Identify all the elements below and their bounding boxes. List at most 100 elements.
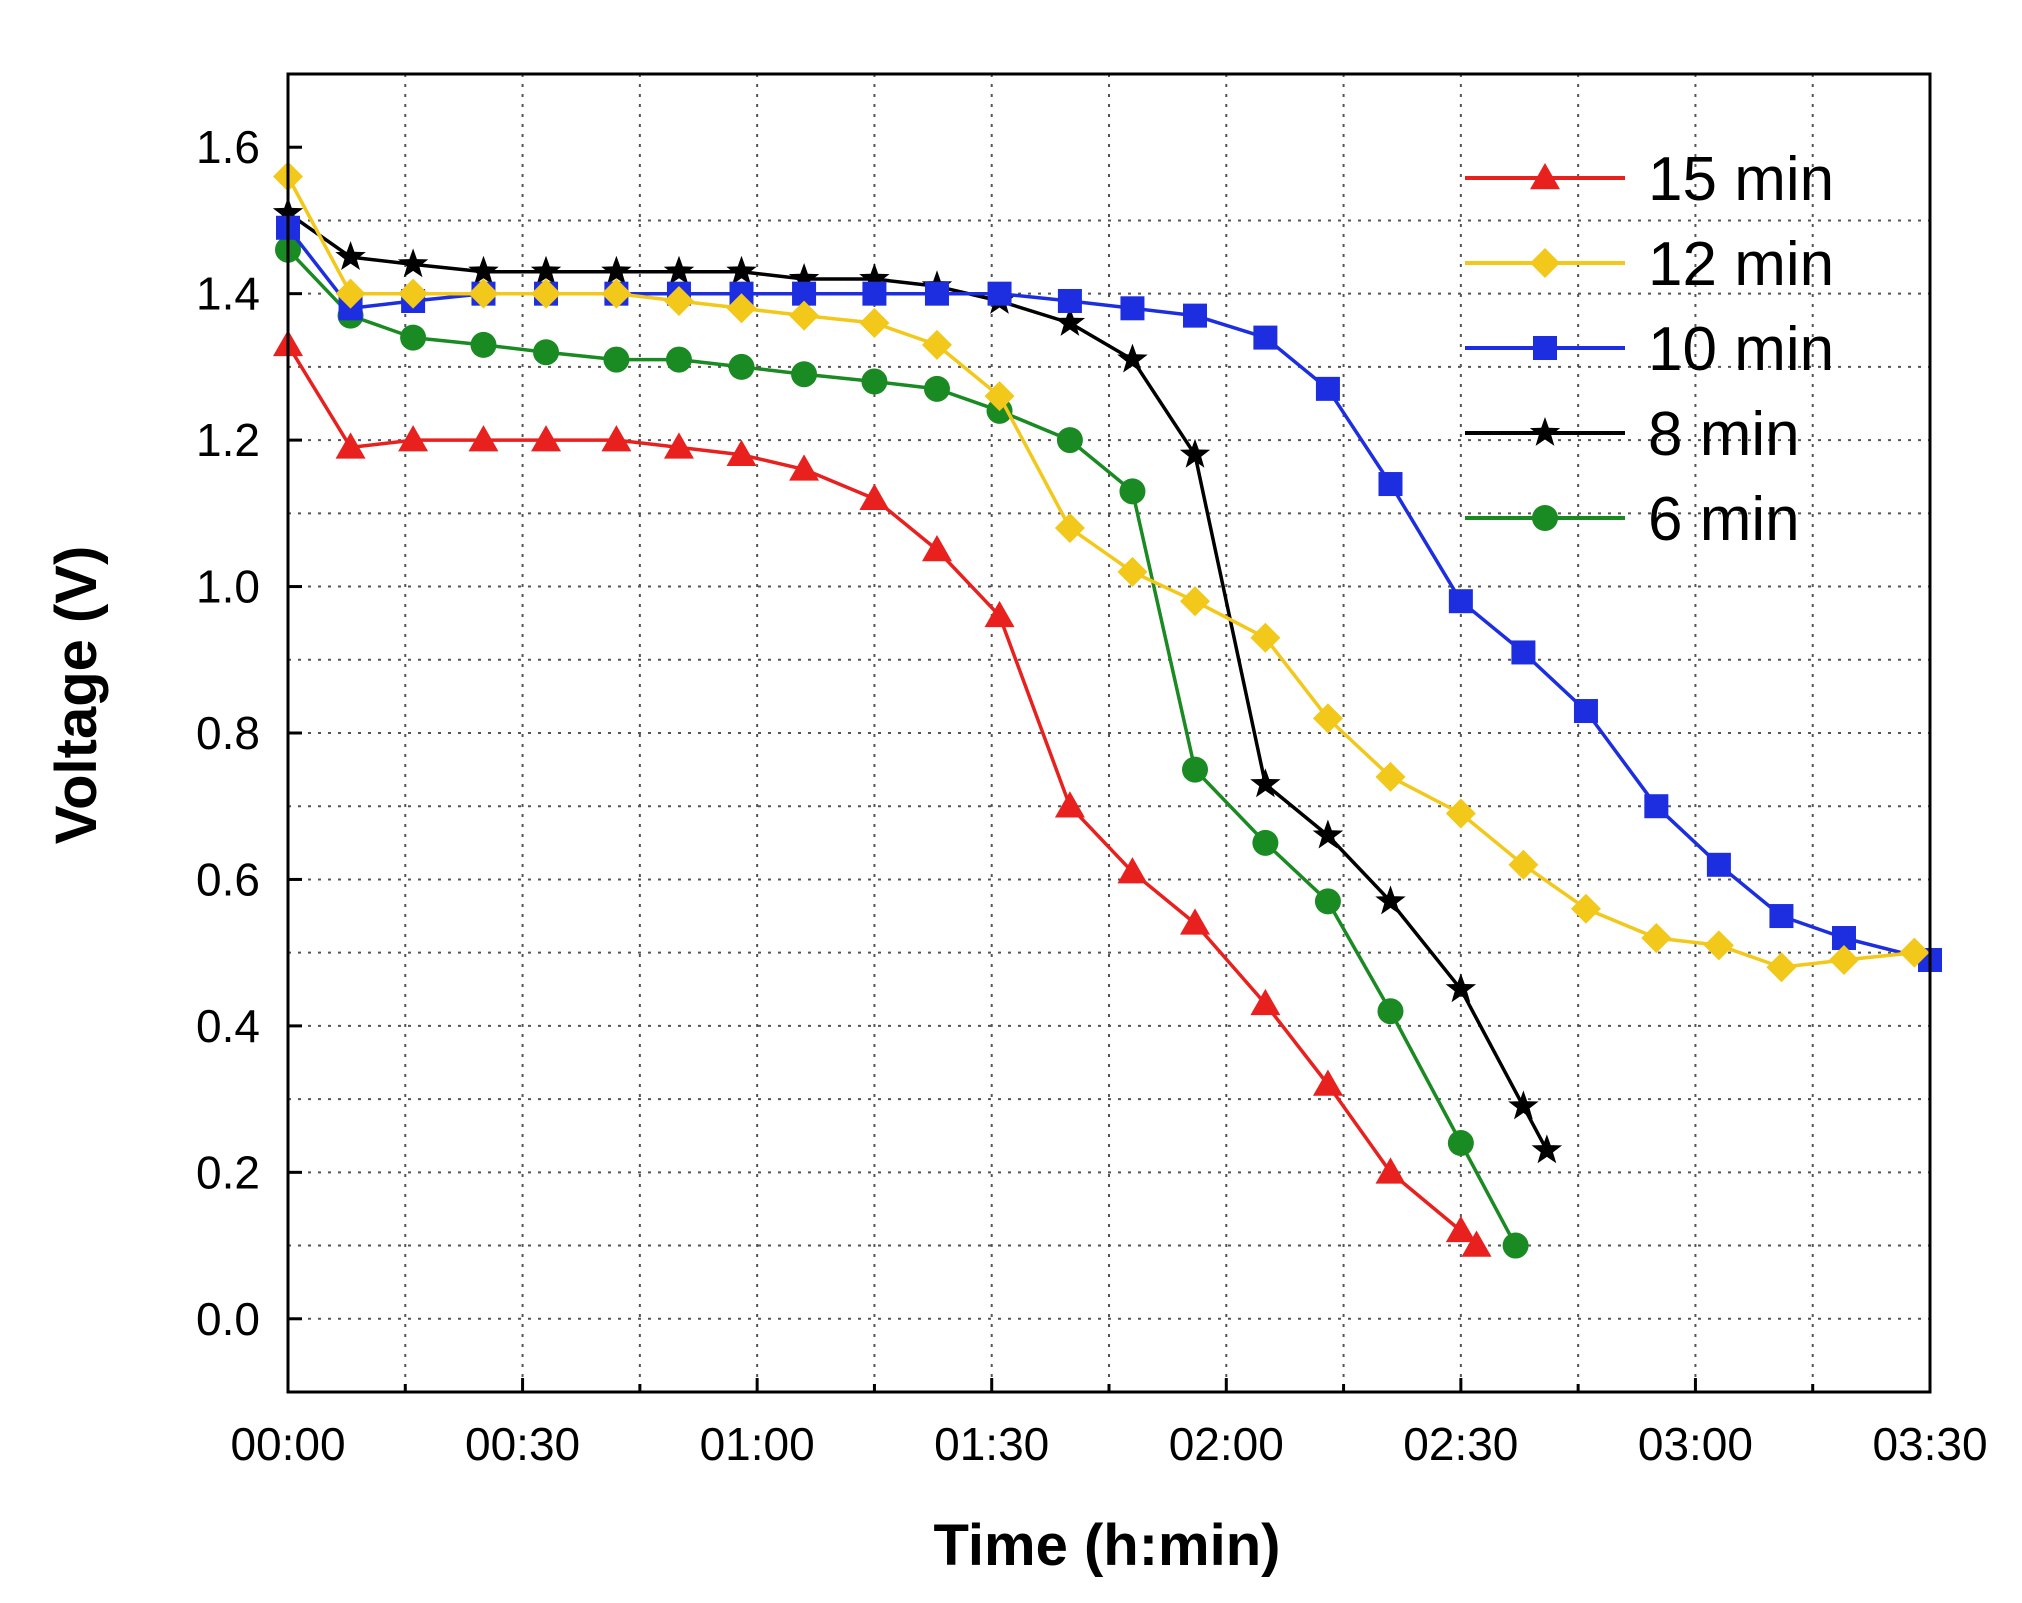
legend-marker bbox=[1530, 163, 1560, 190]
data-point bbox=[1502, 1232, 1529, 1259]
y-tick-label: 1.2 bbox=[196, 414, 260, 466]
data-point bbox=[1641, 923, 1672, 954]
data-point bbox=[921, 534, 952, 562]
data-point bbox=[468, 278, 499, 309]
legend-item: 6 min bbox=[1465, 485, 1800, 554]
data-point bbox=[1378, 472, 1403, 497]
data-point bbox=[1312, 1069, 1343, 1096]
data-point bbox=[1375, 1157, 1406, 1184]
data-point bbox=[862, 281, 887, 306]
data-point bbox=[1312, 819, 1344, 849]
data-point bbox=[1531, 1134, 1563, 1164]
data-point bbox=[530, 255, 562, 285]
data-point bbox=[1375, 885, 1406, 915]
data-point bbox=[1180, 586, 1211, 617]
y-axis-title: Voltage (V) bbox=[44, 546, 109, 845]
data-point bbox=[1445, 1215, 1476, 1243]
y-tick-label: 0.8 bbox=[196, 707, 260, 759]
data-point bbox=[1179, 438, 1211, 468]
data-point bbox=[861, 368, 888, 395]
data-point bbox=[1447, 1130, 1474, 1157]
data-point bbox=[924, 281, 949, 306]
x-tick-label: 01:30 bbox=[934, 1418, 1049, 1470]
data-point bbox=[1314, 888, 1341, 915]
y-tick-label: 0.0 bbox=[196, 1293, 260, 1345]
data-point bbox=[1117, 857, 1148, 884]
y-tick-label: 1.4 bbox=[196, 268, 260, 320]
data-point bbox=[859, 263, 890, 292]
data-point bbox=[984, 381, 1015, 412]
y-tick-label: 0.6 bbox=[196, 853, 260, 905]
y-tick-label: 1.0 bbox=[196, 561, 260, 613]
data-point bbox=[1250, 622, 1281, 653]
x-tick-label: 02:00 bbox=[1169, 1418, 1284, 1470]
x-tick-label: 03:00 bbox=[1638, 1418, 1753, 1470]
data-point bbox=[1766, 952, 1797, 983]
data-point bbox=[1375, 761, 1406, 792]
data-point bbox=[1057, 288, 1082, 313]
data-point bbox=[398, 425, 429, 452]
data-point bbox=[921, 329, 952, 360]
data-point bbox=[335, 432, 366, 459]
legend-label: 10 min bbox=[1648, 315, 1834, 384]
data-point bbox=[1054, 512, 1085, 543]
data-point bbox=[601, 278, 632, 309]
data-point bbox=[533, 339, 560, 366]
data-point bbox=[1250, 768, 1281, 798]
x-tick-label: 00:30 bbox=[465, 1418, 580, 1470]
data-point bbox=[398, 278, 429, 309]
data-point bbox=[728, 353, 755, 380]
data-point bbox=[531, 278, 562, 309]
x-tick-label: 02:30 bbox=[1403, 1418, 1518, 1470]
x-tick-label: 03:30 bbox=[1872, 1418, 1987, 1470]
data-point bbox=[663, 255, 695, 285]
data-point bbox=[1573, 699, 1598, 724]
data-point bbox=[531, 425, 562, 452]
series-6-min bbox=[275, 236, 1529, 1259]
data-point bbox=[663, 285, 694, 316]
data-point bbox=[1706, 852, 1731, 877]
x-tick-label: 01:00 bbox=[700, 1418, 815, 1470]
data-point bbox=[603, 346, 630, 373]
data-point bbox=[1183, 303, 1208, 328]
data-point bbox=[601, 255, 632, 285]
data-point bbox=[1250, 988, 1281, 1016]
data-point bbox=[1054, 307, 1086, 336]
data-point bbox=[397, 248, 429, 278]
data-point bbox=[1117, 343, 1148, 373]
y-tick-label: 0.2 bbox=[196, 1146, 260, 1198]
data-point bbox=[1445, 973, 1477, 1003]
data-point bbox=[1570, 893, 1601, 924]
data-point bbox=[1769, 904, 1794, 929]
data-point bbox=[335, 278, 366, 309]
legend-label: 6 min bbox=[1648, 485, 1800, 554]
data-point bbox=[1119, 478, 1146, 505]
data-point bbox=[1461, 1230, 1492, 1257]
legend-item: 15 min bbox=[1465, 145, 1834, 214]
legend-marker bbox=[1533, 336, 1557, 360]
data-point bbox=[923, 375, 950, 402]
data-point bbox=[1252, 829, 1279, 856]
data-point bbox=[789, 454, 820, 481]
data-point bbox=[1508, 1090, 1539, 1120]
data-point bbox=[1315, 376, 1340, 401]
data-point bbox=[335, 241, 366, 270]
series-group bbox=[272, 161, 1942, 1259]
data-point bbox=[1445, 798, 1476, 829]
data-point bbox=[726, 293, 757, 324]
legend-marker bbox=[1529, 417, 1561, 446]
data-point bbox=[1508, 849, 1539, 880]
data-point bbox=[1828, 944, 1859, 975]
data-point bbox=[1056, 427, 1083, 454]
data-point bbox=[984, 600, 1015, 628]
data-point bbox=[789, 300, 820, 331]
data-point bbox=[1120, 296, 1145, 321]
data-point bbox=[468, 255, 499, 285]
legend-label: 15 min bbox=[1648, 145, 1834, 214]
data-point bbox=[726, 439, 757, 467]
data-point bbox=[663, 432, 694, 459]
data-point bbox=[859, 483, 890, 510]
legend-label: 8 min bbox=[1648, 400, 1800, 469]
series-12-min bbox=[273, 161, 1930, 983]
